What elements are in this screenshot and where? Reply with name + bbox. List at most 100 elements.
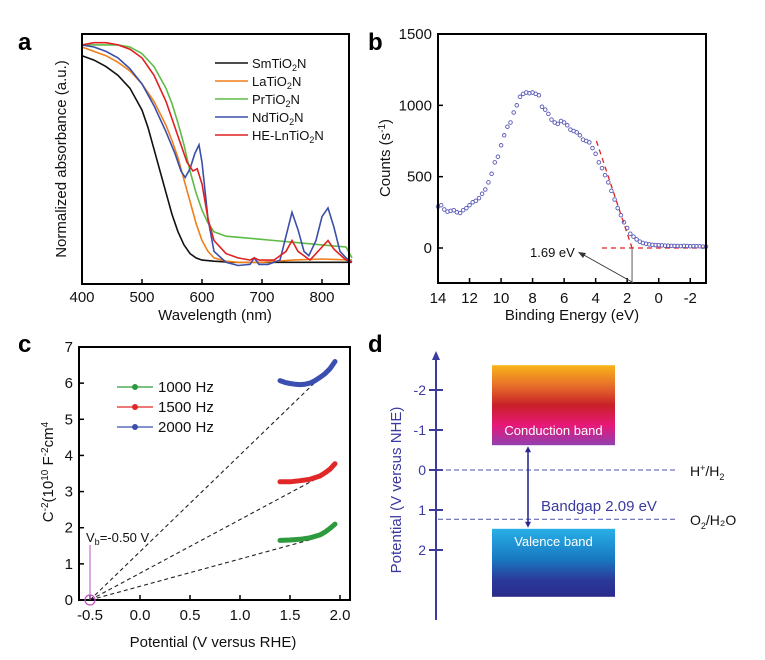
x-tick-label: 14 [430, 290, 447, 307]
series-2000-hz [277, 359, 338, 388]
data-point [697, 244, 702, 249]
fit-line-1500-hz [89, 477, 319, 601]
data-point [624, 225, 630, 231]
data-point [473, 198, 479, 204]
panel-b-y-label: Counts (s-1) [377, 119, 395, 197]
data-point [634, 237, 639, 242]
panel-c-legend: 1000 Hz 1500 Hz 2000 Hz [117, 379, 214, 436]
data-point [672, 243, 677, 249]
data-point [517, 94, 523, 100]
data-point [483, 187, 488, 192]
panel-d-content: -2 -1 0 1 2 Conduction band Valence band H+/H2 O… [414, 351, 736, 620]
y-tick-label: 6 [65, 375, 73, 392]
panel-b-xps: 14 12 10 8 6 4 2 0 -2 0 500 1000 1500 1.69 eV Bindin… [377, 26, 709, 324]
flatband-marker [84, 594, 96, 606]
annotation-arrow-line [581, 253, 633, 283]
redox-level-label: H+/H2 [690, 463, 724, 482]
x-tick-label: 0 [655, 290, 663, 307]
legend-swatch-marker [132, 384, 138, 390]
panel-letter-a: a [18, 29, 32, 56]
y-tick-label: 1 [418, 502, 426, 518]
legend-label: NdTiO2N [252, 110, 303, 127]
data-point [691, 243, 696, 249]
panel-c-x-label: Potential (V versus RHE) [130, 634, 297, 651]
data-point [555, 121, 561, 127]
data-point [438, 202, 444, 208]
panel-a-series-lines [81, 41, 353, 267]
panel-c-mott-schottky: -0.5 0.0 0.5 1.0 1.5 2.0 0 1 2 3 4 5 6 7 1000 Hz 1500 … [40, 339, 351, 651]
y-axis-arrow-icon [432, 351, 440, 360]
x-tick-label: 2 [623, 290, 631, 307]
panel-d-band-diagram: -2 -1 0 1 2 Conduction band Valence band H+/H2 O… [388, 351, 736, 620]
x-tick-label: 400 [69, 289, 94, 306]
y-tick-label: -2 [414, 382, 427, 398]
data-point [628, 231, 633, 236]
y-tick-label: 1000 [399, 97, 432, 114]
series-line-prtio2n [82, 44, 353, 259]
panel-c-points [277, 359, 338, 543]
data-point [574, 130, 579, 135]
data-point [561, 120, 567, 125]
data-point [542, 107, 548, 112]
panel-b-ticks: 14 12 10 8 6 4 2 0 -2 0 500 1000 1500 [399, 26, 697, 307]
bandgap-arrow-up-icon [525, 446, 531, 453]
data-point [549, 117, 554, 122]
data-point [577, 133, 583, 138]
series-line-latio2n [81, 46, 353, 264]
data-point [631, 234, 636, 239]
y-tick-label: 4 [65, 447, 73, 464]
data-point [508, 120, 513, 125]
data-point [476, 195, 482, 201]
panel-b-annotation: 1.69 eV [530, 245, 633, 283]
data-point [546, 111, 551, 117]
panel-b-points [435, 90, 709, 249]
legend-label: 1500 Hz [158, 399, 214, 416]
conduction-band-box [492, 365, 615, 446]
panel-d-y-label: Potential (V versus NHE) [388, 407, 405, 574]
data-point [536, 93, 542, 98]
x-tick-label: 500 [129, 289, 154, 306]
x-tick-label: 10 [493, 290, 510, 307]
series-1500-hz [277, 461, 338, 485]
x-tick-label: 1.5 [280, 607, 301, 624]
y-tick-label: 2 [65, 520, 73, 537]
x-tick-label: 2.0 [330, 607, 351, 624]
data-point [599, 165, 605, 171]
data-point [460, 207, 466, 213]
data-point [501, 133, 507, 138]
legend-swatch-marker [132, 424, 138, 430]
panel-b-fit-lines [595, 140, 706, 249]
x-tick-label: -2 [684, 290, 697, 307]
series-line-smtio2n [81, 54, 352, 264]
panel-a-x-ticks: 400 500 600 700 800 [69, 279, 335, 306]
panel-a-y-label: Normalized absorbance (a.u.) [53, 60, 70, 258]
panel-c-ticks: -0.5 0.0 0.5 1.0 1.5 2.0 0 1 2 3 4 5 6 7 [65, 339, 351, 624]
data-point [618, 212, 624, 218]
y-tick-label: -1 [414, 422, 427, 438]
valence-band-box [492, 528, 615, 597]
panel-letter-b: b [368, 29, 383, 56]
valence-band-label: Valence band [514, 534, 593, 549]
legend-label: SmTiO2N [252, 56, 306, 73]
y-tick-label: 1500 [399, 26, 432, 43]
annotation-arrow-head [578, 252, 586, 258]
panel-a-absorbance: 400 500 600 700 800 Wavelength (nm) Normaliz… [53, 33, 353, 324]
panel-letter-c: c [18, 331, 31, 358]
panel-c-y-label: C-2(1010 F-2cm4 [40, 421, 58, 522]
data-point [615, 205, 620, 211]
x-tick-label: 0.5 [180, 607, 201, 624]
y-tick-label: 0 [65, 592, 73, 609]
panel-c-annotation: Vb=-0.50 V [84, 530, 150, 606]
legend-label: HE-LnTiO2N [252, 128, 324, 145]
data-point [451, 207, 457, 213]
data-point [479, 191, 485, 197]
conduction-band-label: Conduction band [504, 423, 602, 438]
data-point [659, 243, 665, 248]
y-tick-label: 0 [418, 462, 426, 478]
data-point [590, 145, 595, 151]
redox-level-label: O2/H₂O [690, 512, 736, 531]
x-tick-label: 600 [189, 289, 214, 306]
panel-c-frame [78, 346, 351, 601]
